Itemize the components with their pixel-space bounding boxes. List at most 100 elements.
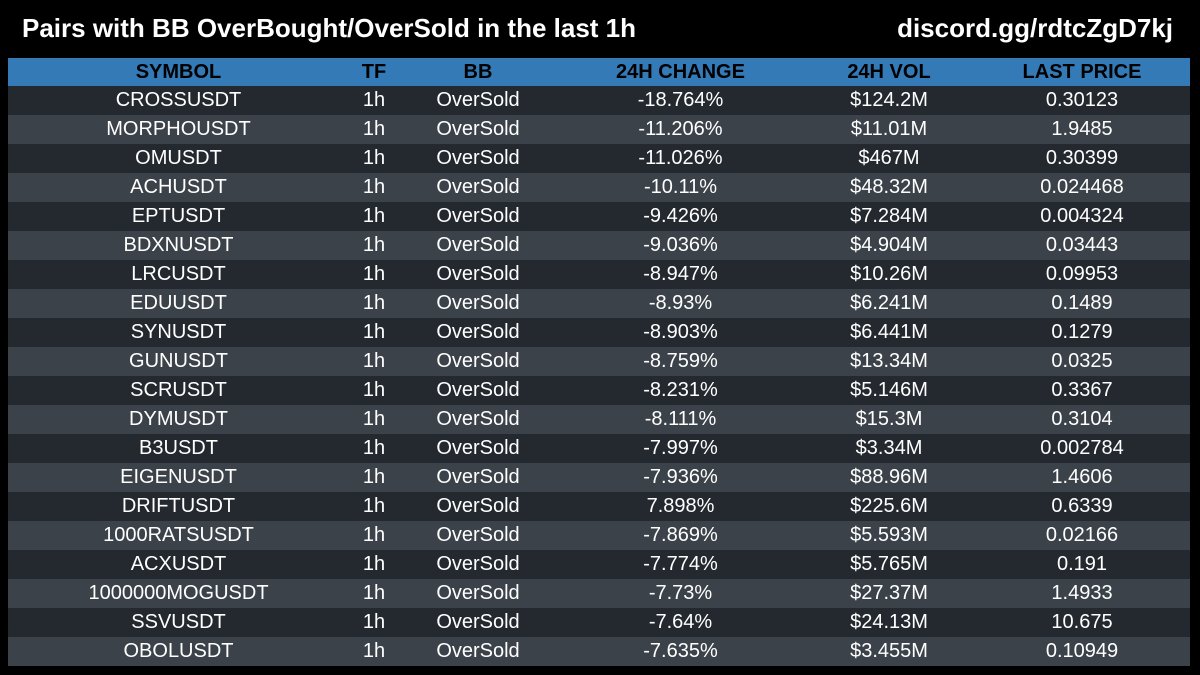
cell-symbol: 1000000MOGUSDT xyxy=(8,579,349,608)
table-body: CROSSUSDT 1h OverSold -18.764% $124.2M 0.3012… xyxy=(8,86,1190,666)
column-header-bb: BB xyxy=(399,58,557,86)
cell-volume: $3.455M xyxy=(804,637,974,666)
cell-price: 1.4933 xyxy=(974,579,1190,608)
cell-tf: 1h xyxy=(349,405,399,434)
cell-volume: $24.13M xyxy=(804,608,974,637)
cell-volume: $88.96M xyxy=(804,463,974,492)
cell-bb: OverSold xyxy=(399,231,557,260)
cell-bb: OverSold xyxy=(399,463,557,492)
column-header-symbol: SYMBOL xyxy=(8,58,349,86)
cell-tf: 1h xyxy=(349,260,399,289)
cell-tf: 1h xyxy=(349,202,399,231)
cell-volume: $467M xyxy=(804,144,974,173)
cell-bb: OverSold xyxy=(399,173,557,202)
cell-volume: $10.26M xyxy=(804,260,974,289)
table-row: DRIFTUSDT 1h OverSold 7.898% $225.6M 0.6339 xyxy=(8,492,1190,521)
cell-change: -7.64% xyxy=(557,608,804,637)
discord-link[interactable]: discord.gg/rdtcZgD7kj xyxy=(897,13,1173,43)
cell-volume: $5.593M xyxy=(804,521,974,550)
table-row: MORPHOUSDT 1h OverSold -11.206% $11.01M 1.948… xyxy=(8,115,1190,144)
table-row: DYMUSDT 1h OverSold -8.111% $15.3M 0.3104 xyxy=(8,405,1190,434)
cell-symbol: LRCUSDT xyxy=(8,260,349,289)
cell-symbol: SSVUSDT xyxy=(8,608,349,637)
cell-tf: 1h xyxy=(349,521,399,550)
table-row: OMUSDT 1h OverSold -11.026% $467M 0.30399 xyxy=(8,144,1190,173)
cell-tf: 1h xyxy=(349,376,399,405)
cell-symbol: SCRUSDT xyxy=(8,376,349,405)
title-bar: Pairs with BB OverBought/OverSold in the… xyxy=(0,0,1200,58)
cell-price: 0.02166 xyxy=(974,521,1190,550)
cell-tf: 1h xyxy=(349,637,399,666)
cell-price: 0.30399 xyxy=(974,144,1190,173)
header-row: SYMBOL TF BB 24H CHANGE 24H VOL LAST PRICE xyxy=(8,58,1190,86)
column-header-tf: TF xyxy=(349,58,399,86)
cell-price: 1.4606 xyxy=(974,463,1190,492)
cell-bb: OverSold xyxy=(399,144,557,173)
cell-tf: 1h xyxy=(349,579,399,608)
cell-volume: $6.241M xyxy=(804,289,974,318)
cell-tf: 1h xyxy=(349,434,399,463)
cell-price: 0.03443 xyxy=(974,231,1190,260)
table-row: B3USDT 1h OverSold -7.997% $3.34M 0.002784 xyxy=(8,434,1190,463)
page-title: Pairs with BB OverBought/OverSold in the… xyxy=(22,13,636,43)
cell-symbol: MORPHOUSDT xyxy=(8,115,349,144)
cell-bb: OverSold xyxy=(399,202,557,231)
cell-price: 0.09953 xyxy=(974,260,1190,289)
cell-symbol: BDXNUSDT xyxy=(8,231,349,260)
cell-change: -7.869% xyxy=(557,521,804,550)
cell-tf: 1h xyxy=(349,231,399,260)
cell-volume: $5.146M xyxy=(804,376,974,405)
cell-change: -8.93% xyxy=(557,289,804,318)
pairs-table: SYMBOL TF BB 24H CHANGE 24H VOL LAST PRICE CR… xyxy=(8,58,1190,666)
table-row: EPTUSDT 1h OverSold -9.426% $7.284M 0.004324 xyxy=(8,202,1190,231)
cell-volume: $4.904M xyxy=(804,231,974,260)
cell-tf: 1h xyxy=(349,550,399,579)
cell-bb: OverSold xyxy=(399,521,557,550)
cell-symbol: EIGENUSDT xyxy=(8,463,349,492)
cell-bb: OverSold xyxy=(399,347,557,376)
cell-price: 10.675 xyxy=(974,608,1190,637)
cell-bb: OverSold xyxy=(399,376,557,405)
cell-bb: OverSold xyxy=(399,637,557,666)
cell-volume: $124.2M xyxy=(804,86,974,115)
cell-change: -9.426% xyxy=(557,202,804,231)
cell-volume: $11.01M xyxy=(804,115,974,144)
cell-price: 0.6339 xyxy=(974,492,1190,521)
cell-change: -11.026% xyxy=(557,144,804,173)
cell-price: 1.9485 xyxy=(974,115,1190,144)
cell-tf: 1h xyxy=(349,608,399,637)
cell-change: 7.898% xyxy=(557,492,804,521)
cell-price: 0.3367 xyxy=(974,376,1190,405)
cell-change: -11.206% xyxy=(557,115,804,144)
table-row: LRCUSDT 1h OverSold -8.947% $10.26M 0.09953 xyxy=(8,260,1190,289)
cell-symbol: CROSSUSDT xyxy=(8,86,349,115)
cell-symbol: SYNUSDT xyxy=(8,318,349,347)
cell-bb: OverSold xyxy=(399,579,557,608)
cell-bb: OverSold xyxy=(399,434,557,463)
cell-volume: $225.6M xyxy=(804,492,974,521)
cell-volume: $5.765M xyxy=(804,550,974,579)
cell-symbol: 1000RATSUSDT xyxy=(8,521,349,550)
cell-symbol: B3USDT xyxy=(8,434,349,463)
cell-symbol: ACXUSDT xyxy=(8,550,349,579)
cell-change: -10.11% xyxy=(557,173,804,202)
cell-volume: $15.3M xyxy=(804,405,974,434)
cell-change: -9.036% xyxy=(557,231,804,260)
cell-bb: OverSold xyxy=(399,260,557,289)
table-row: ACXUSDT 1h OverSold -7.774% $5.765M 0.191 xyxy=(8,550,1190,579)
cell-change: -7.997% xyxy=(557,434,804,463)
table-row: ACHUSDT 1h OverSold -10.11% $48.32M 0.024468 xyxy=(8,173,1190,202)
cell-volume: $6.441M xyxy=(804,318,974,347)
table-row: BDXNUSDT 1h OverSold -9.036% $4.904M 0.03443 xyxy=(8,231,1190,260)
column-header-change: 24H CHANGE xyxy=(557,58,804,86)
cell-price: 0.1489 xyxy=(974,289,1190,318)
cell-symbol: EPTUSDT xyxy=(8,202,349,231)
cell-price: 0.3104 xyxy=(974,405,1190,434)
cell-symbol: OMUSDT xyxy=(8,144,349,173)
cell-change: -8.111% xyxy=(557,405,804,434)
table-row: SCRUSDT 1h OverSold -8.231% $5.146M 0.3367 xyxy=(8,376,1190,405)
cell-symbol: DYMUSDT xyxy=(8,405,349,434)
cell-bb: OverSold xyxy=(399,608,557,637)
cell-tf: 1h xyxy=(349,289,399,318)
cell-price: 0.024468 xyxy=(974,173,1190,202)
